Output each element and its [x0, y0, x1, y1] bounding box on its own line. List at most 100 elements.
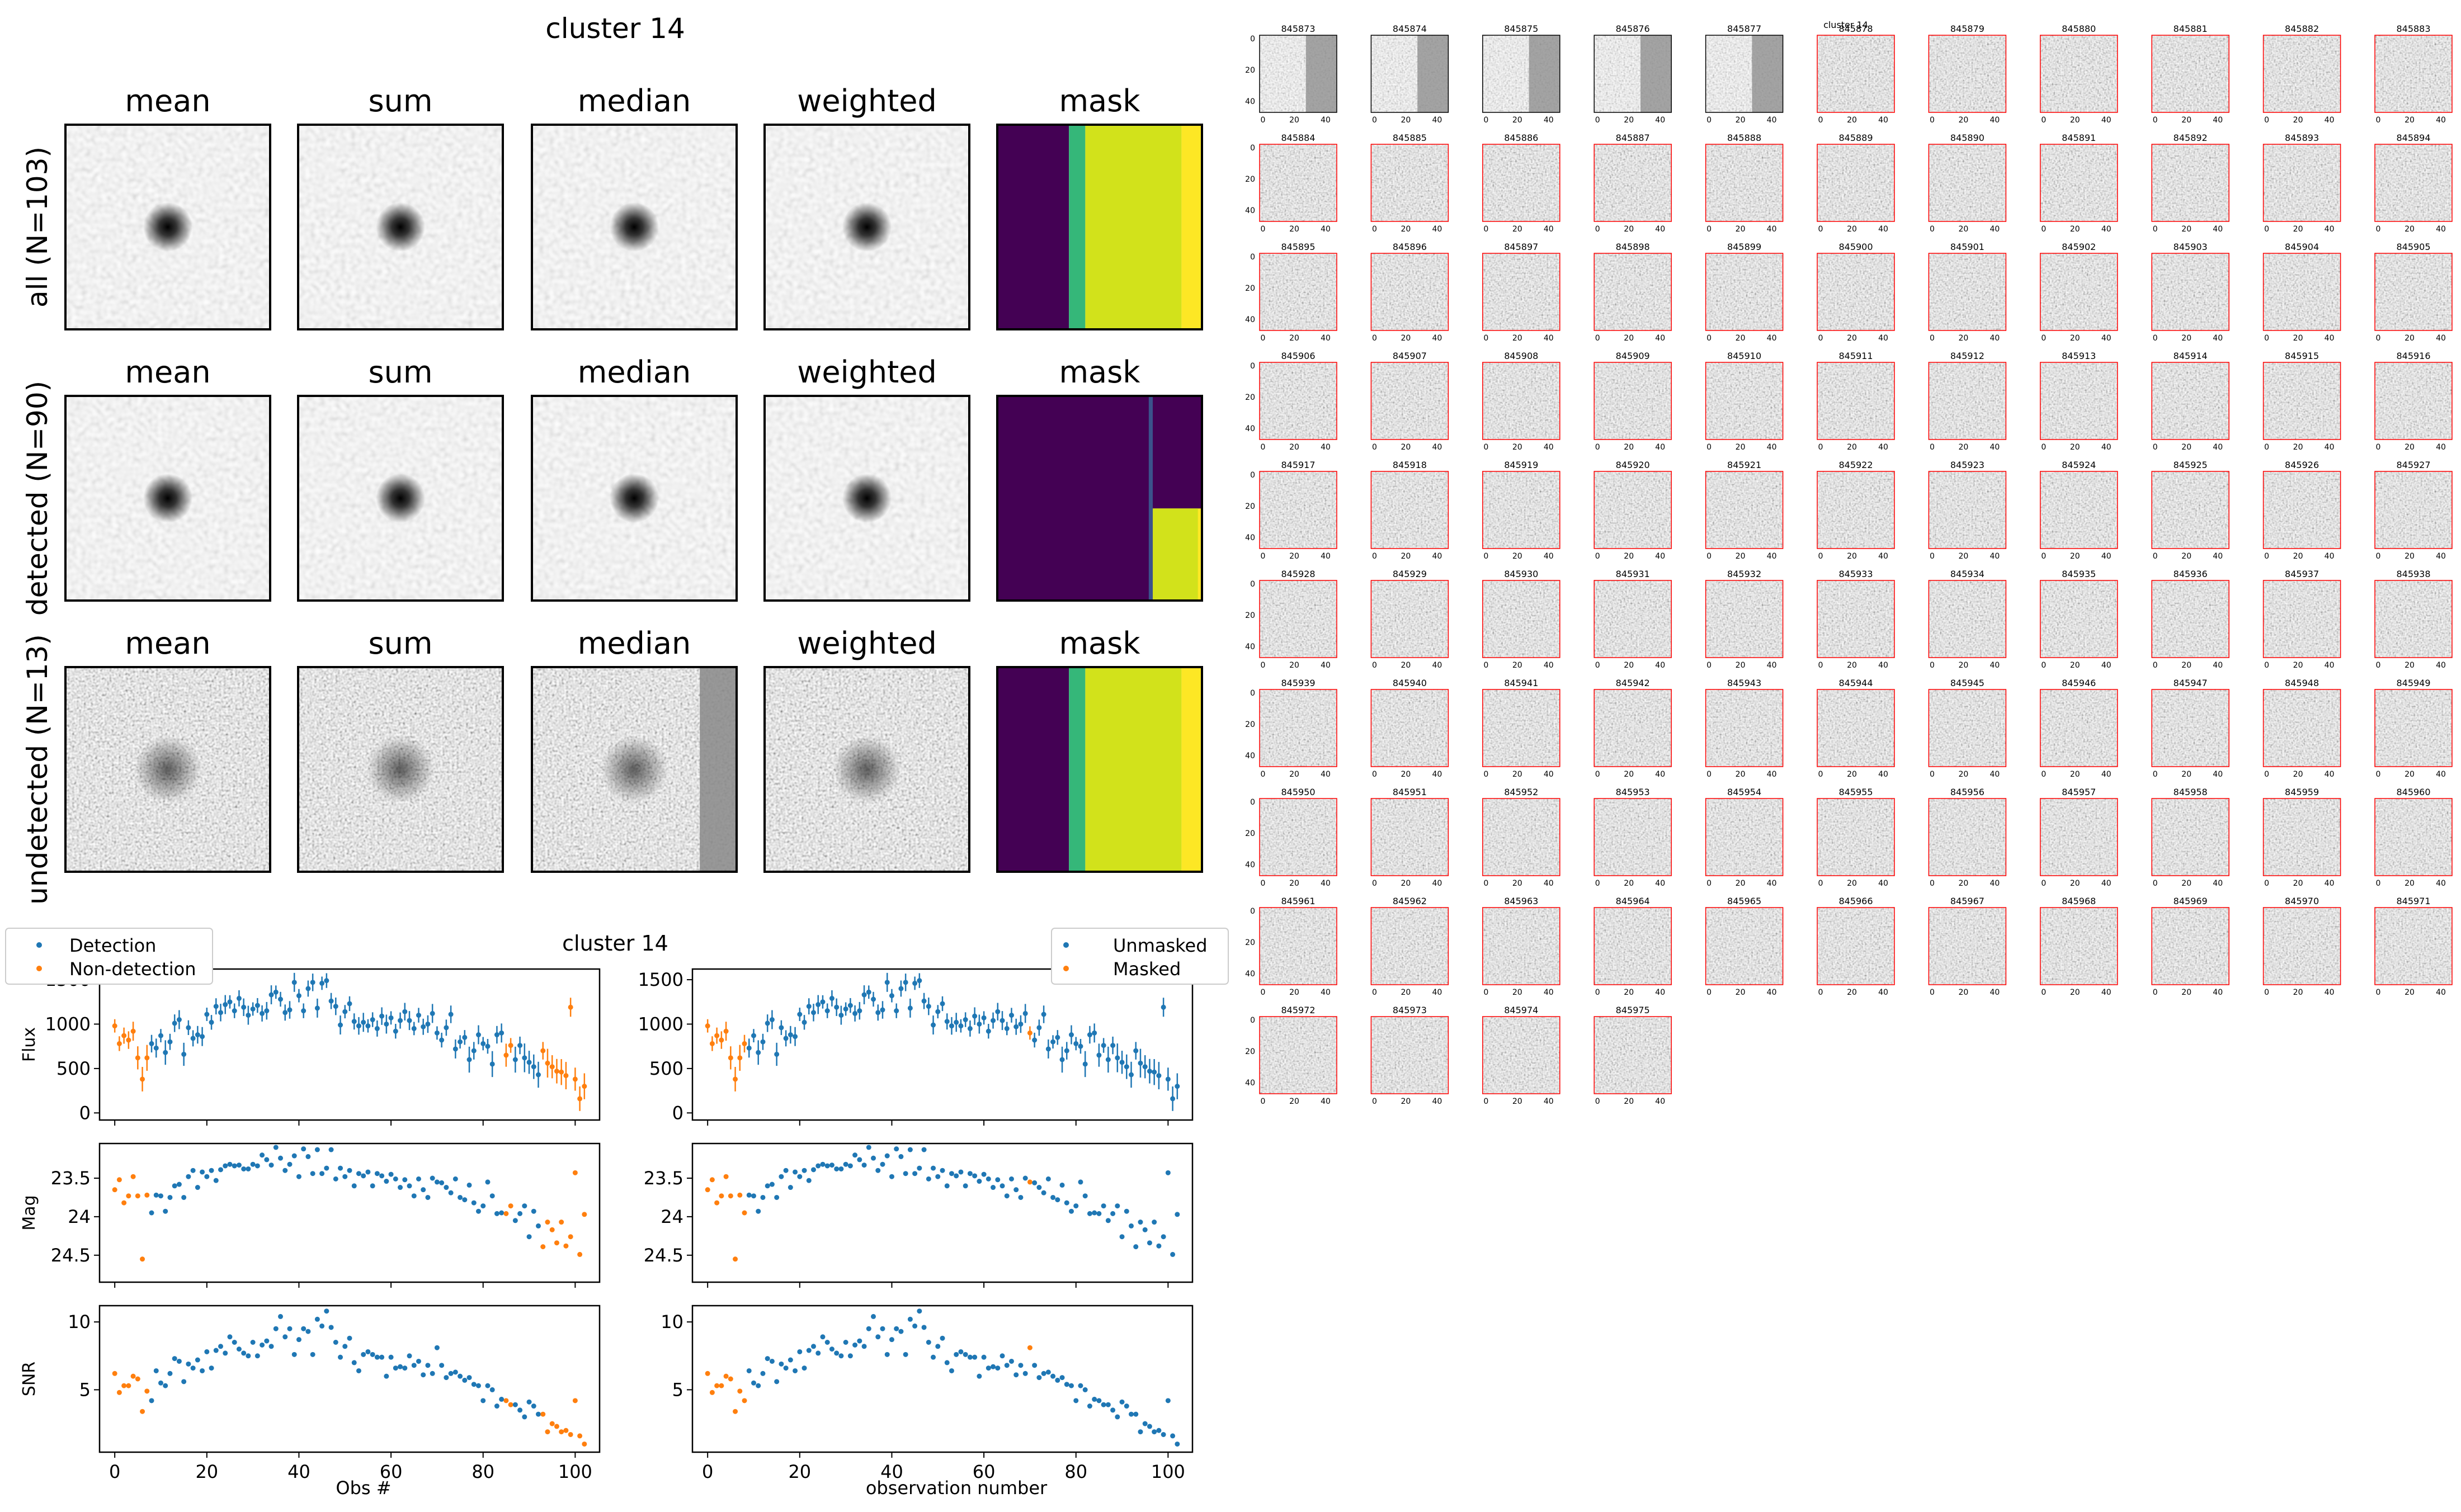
data-point [1124, 1064, 1129, 1070]
data-point [875, 1168, 881, 1173]
data-point [967, 1171, 973, 1176]
cutout-x-tick-label: 0 [1372, 1097, 1377, 1106]
cutout-frame [1370, 362, 1449, 440]
data-point [425, 1194, 431, 1200]
data-point [1068, 1383, 1074, 1388]
cutout-x-tick-label: 0 [2153, 116, 2158, 125]
cutout-x-tick-label: 20 [1624, 661, 1634, 670]
cutout-id: 845893 [2285, 133, 2319, 143]
cutout-x-tick-label: 0 [1261, 879, 1266, 888]
data-point [452, 1176, 458, 1182]
data-point [1078, 1179, 1083, 1185]
cutout-x-tick-label: 0 [2376, 116, 2381, 125]
cutout-noise [2263, 144, 2341, 221]
data-point [954, 1173, 959, 1179]
cutout-x-tick-label: 20 [2181, 661, 2191, 670]
data-point [301, 1326, 307, 1331]
axes-frame [691, 968, 1194, 1121]
cutout-id: 845923 [1950, 460, 1984, 470]
cutout-x-tick-label: 40 [1321, 116, 1331, 125]
data-point [1055, 1377, 1060, 1383]
cutout-x-tick-label: 0 [1261, 988, 1266, 997]
data-point [540, 1244, 546, 1250]
cutout-frame [1593, 580, 1672, 658]
data-point [769, 1182, 775, 1187]
data-point [894, 1146, 899, 1152]
cutout-frame [2374, 798, 2453, 876]
data-point [940, 1168, 945, 1173]
data-point [1152, 1429, 1157, 1435]
data-point [351, 1360, 357, 1365]
cutout-noise [2040, 689, 2118, 767]
cutout-x-tick-label: 40 [1767, 225, 1777, 234]
cutout-noise [2375, 144, 2452, 221]
cutout-noise [2263, 35, 2341, 112]
cutout-x-tick-label: 40 [2325, 661, 2335, 670]
data-point [1152, 1220, 1157, 1225]
stack-image-mean [64, 124, 271, 330]
data-point [820, 999, 826, 1005]
cutout-id: 845966 [1838, 896, 1873, 906]
data-point [1161, 1004, 1166, 1010]
data-point [1064, 1048, 1069, 1053]
data-point [723, 1174, 729, 1179]
data-point [310, 980, 315, 985]
data-point [398, 1364, 403, 1369]
data-point [204, 1012, 210, 1017]
cutout-y-tick-label: 20 [1245, 611, 1255, 620]
data-point [158, 1193, 163, 1199]
data-point [847, 1003, 853, 1008]
cutout-noise [2040, 471, 2118, 549]
data-point [1133, 1048, 1139, 1053]
data-point [517, 1211, 523, 1216]
source-psf [601, 736, 668, 803]
data-point [944, 1183, 950, 1189]
data-point [268, 992, 274, 998]
cutout-noise [2040, 253, 2118, 330]
cutout-x-tick-label: 20 [1289, 334, 1299, 343]
data-point [834, 1166, 840, 1171]
cutout-noise [1929, 798, 2006, 876]
cutout-x-tick-label: 20 [1512, 1097, 1522, 1106]
cutout-id: 845897 [1504, 242, 1538, 252]
x-tick-label: 60 [973, 1461, 996, 1482]
cutout-x-tick-label: 20 [1958, 552, 1968, 561]
data-point [365, 1169, 371, 1175]
stack-panel-title: mean [125, 83, 210, 119]
data-point [531, 1208, 536, 1214]
cutout-x-tick-label: 0 [2376, 988, 2381, 997]
stack-row: all (N=103)mean sum median weighted mask [21, 83, 1203, 330]
data-point [324, 1165, 329, 1171]
data-point [200, 1368, 205, 1373]
cutout-x-tick-label: 20 [2405, 334, 2415, 343]
x-tick-label: 40 [880, 1461, 903, 1482]
data-point [880, 1007, 885, 1013]
data-point [719, 1383, 724, 1388]
data-point [545, 1429, 550, 1435]
cutout-x-tick-label: 40 [2213, 116, 2223, 125]
data-point [116, 1177, 122, 1183]
cutout-x-tick-label: 40 [1321, 988, 1331, 997]
data-point [1000, 1018, 1005, 1023]
data-point [949, 1023, 954, 1029]
data-point [480, 1041, 486, 1046]
data-point [540, 1048, 546, 1053]
data-point [802, 1019, 807, 1025]
cutout-y-tick-label: 20 [1245, 393, 1255, 402]
data-point [981, 1171, 987, 1177]
data-point [746, 1045, 752, 1051]
cutout-noise [1594, 253, 1672, 330]
data-point [797, 1174, 803, 1179]
data-point [824, 1008, 830, 1014]
stack-panel-title: weighted [797, 355, 937, 390]
data-point [241, 1350, 247, 1356]
data-point [788, 1185, 793, 1190]
cutout-id: 845884 [1281, 133, 1315, 143]
cutout-x-tick-label: 40 [1321, 552, 1331, 561]
